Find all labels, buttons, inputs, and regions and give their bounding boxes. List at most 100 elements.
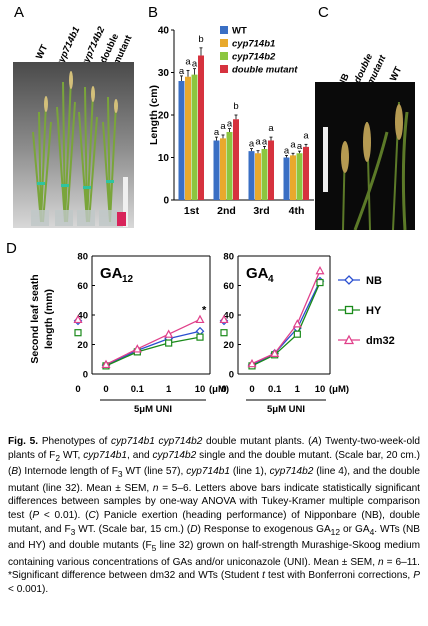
chart-title: GA [246,265,269,282]
significance-letter: a [303,130,309,141]
bar [220,138,226,200]
y-axis-label: Length (cm) [148,85,160,145]
significance-letter: b [198,34,203,45]
label-wt-a: WT [34,42,51,61]
x-tick-label: 0 [221,384,226,395]
bar [178,81,185,200]
chart-title-subscript: 12 [122,274,134,285]
series-line [251,270,321,365]
y-tick-label: 40 [158,26,170,37]
legend-label: dm32 [366,335,395,347]
y-axis-label-line1: Second leaf seath [29,274,41,363]
x-unit-label-1: (μM) [209,384,229,395]
x-tick-label: 10 [195,384,206,395]
legend-label: cyp714b1 [232,39,275,50]
panel-d-letter: D [6,240,17,257]
y-tick-label: 20 [77,340,88,351]
bar [290,155,296,200]
treatment-label: 5μM UNI [134,404,172,415]
significance-letter: a [284,145,290,156]
figure-number: Fig. 5. [8,436,39,447]
x-tick-label: 1 [166,384,172,395]
data-point [196,333,204,341]
legend-label: WT [232,26,247,37]
data-point [270,348,280,357]
significance-letter: a [185,56,191,67]
figure-caption: Fig. 5. Phenotypes of cyp714b1 cyp714b2 … [8,435,420,597]
significance-letter: a [268,123,274,134]
data-point [220,329,228,337]
data-point [101,359,111,369]
legend-marker [344,305,354,315]
y-tick-label: 0 [163,196,169,207]
series-line [251,280,321,366]
bar [303,146,309,200]
x-tick-label: 0 [75,384,80,395]
y-tick-label: 80 [223,252,234,263]
y-tick-label: 0 [83,370,88,381]
data-point [316,278,324,287]
data-point [219,314,229,324]
panel-c-letter: C [318,4,329,21]
legend-swatch [220,39,228,47]
bar [213,140,220,200]
bar [296,153,303,200]
legend-swatch [220,52,228,60]
y-tick-label: 80 [77,252,88,263]
data-point [292,319,302,328]
legend-marker [344,275,354,285]
y-tick-label: 0 [229,370,234,381]
data-point [165,339,173,347]
y-tick-label: 20 [223,340,234,351]
significance-letter: a [290,139,296,150]
bar [268,140,274,200]
bar [198,55,204,200]
bar [283,157,290,200]
y-tick-label: 30 [158,68,170,79]
y-tick-label: 60 [77,281,88,292]
x-tick-label: 0.1 [268,384,282,395]
significance-letter: a [249,139,255,150]
data-point [132,344,142,353]
legend-label: HY [366,305,382,317]
series-line [105,330,201,366]
bar [248,151,255,200]
data-point [315,265,325,275]
panel-b-letter: B [148,4,159,21]
legend-label: double mutant [232,65,298,76]
series-line [105,336,201,367]
y-tick-label: 10 [158,153,170,164]
bar [233,119,239,200]
y-tick-label: 40 [77,311,88,322]
significance-letter: a [255,137,261,148]
plant-photo-a [13,62,134,228]
bar [185,76,191,200]
data-point [247,358,257,368]
data-point [164,329,174,338]
panicle-photo-c [315,82,415,230]
y-tick-label: 40 [223,311,234,322]
legend-label: cyp714b2 [232,52,276,63]
bar [191,74,198,200]
bar [255,153,261,200]
x-tick-label: 2nd [217,205,236,217]
chart-title-subscript: 4 [268,274,274,285]
data-point [293,330,301,338]
panel-a-letter: A [14,4,25,21]
x-tick-label: 1 [295,384,301,395]
legend-marker [343,334,355,345]
significance-letter: a [179,66,185,77]
series-line [251,282,321,367]
significance-letter: a [192,59,198,70]
y-tick-label: 60 [223,281,234,292]
significance-star: * [202,304,207,316]
bar [261,149,268,200]
significance-letter: b [233,101,238,112]
y-tick-label: 20 [158,111,170,122]
x-unit-label-2: (μM) [329,384,349,395]
x-tick-label: 0.1 [131,384,145,395]
x-tick-label: 1st [184,205,200,217]
significance-letter: a [262,136,268,147]
significance-letter: a [214,127,220,138]
